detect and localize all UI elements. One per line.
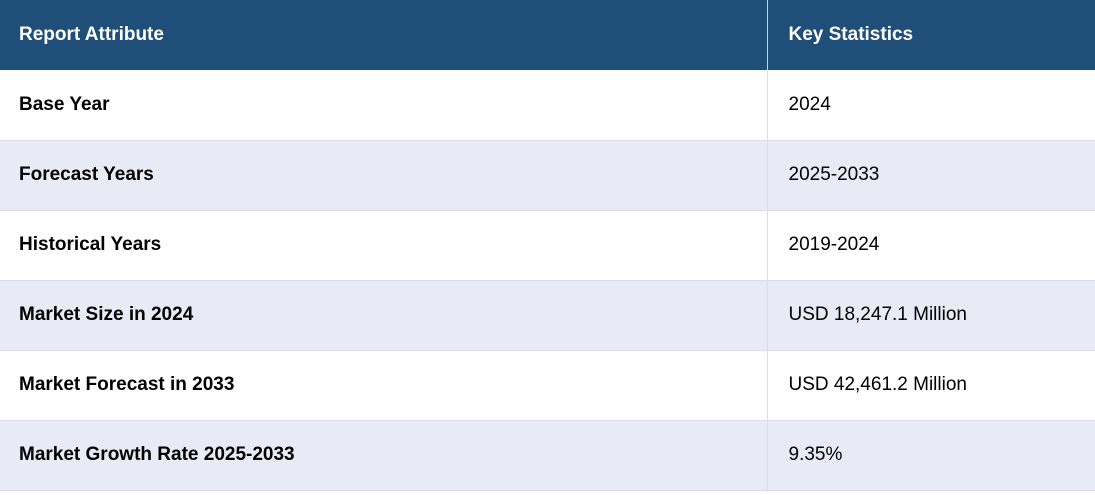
key-statistics-column-header: Key Statistics [766, 0, 1095, 70]
table-header-row: Report Attribute Key Statistics [0, 0, 1095, 70]
attribute-cell: Historical Years [0, 210, 767, 281]
statistic-cell: 2024 [766, 70, 1095, 141]
attribute-cell: Market Forecast in 2033 [0, 350, 767, 421]
statistic-cell: 9.35% [766, 420, 1095, 491]
report-attribute-column-header: Report Attribute [19, 24, 164, 45]
statistic-cell: 2019-2024 [766, 210, 1095, 281]
attribute-cell: Base Year [0, 70, 767, 141]
table-row-market-forecast: Market Forecast in 2033 USD 42,461.2 Mil… [0, 350, 1095, 421]
statistic-cell: USD 18,247.1 Million [766, 280, 1095, 351]
table-row-base-year: Base Year 2024 [0, 70, 1095, 141]
statistic-cell: USD 42,461.2 Million [766, 350, 1095, 421]
table-header: Report Attribute Key Statistics [0, 0, 1095, 70]
table-row-forecast-years: Forecast Years 2025-2033 [0, 140, 1095, 211]
table-row-historical-years: Historical Years 2019-2024 [0, 210, 1095, 281]
table-row-market-size: Market Size in 2024 USD 18,247.1 Million [0, 280, 1095, 351]
statistic-cell: 2025-2033 [766, 140, 1095, 211]
attribute-cell: Forecast Years [0, 140, 767, 211]
attribute-cell: Market Growth Rate 2025-2033 [0, 420, 767, 491]
table-row-market-growth-rate: Market Growth Rate 2025-2033 9.35% [0, 420, 1095, 491]
attribute-cell: Market Size in 2024 [0, 280, 767, 351]
table-body: Base Year 2024 Forecast Years 2025-2033 … [0, 70, 1095, 491]
